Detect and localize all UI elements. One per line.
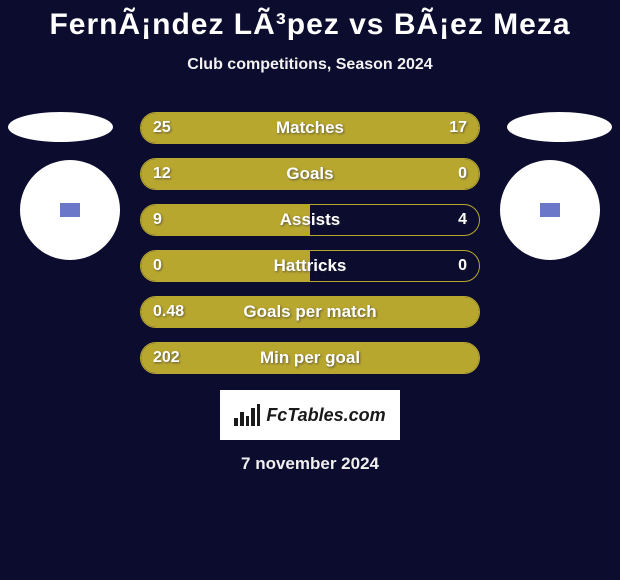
placeholder-crest-icon — [540, 203, 560, 217]
stat-value-right: 4 — [458, 211, 467, 229]
stat-bar-hattricks: 0 Hattricks 0 — [140, 250, 480, 282]
flag-right — [507, 112, 612, 142]
stat-bars: 25 Matches 17 12 Goals 0 9 Assists 4 0 H… — [140, 112, 480, 374]
page-subtitle: Club competitions, Season 2024 — [0, 56, 620, 74]
stat-label: Hattricks — [141, 256, 479, 276]
club-badge-left — [20, 160, 120, 260]
date-text: 7 november 2024 — [0, 454, 620, 474]
stat-value-right: 0 — [458, 165, 467, 183]
stat-bar-goals-per-match: 0.48 Goals per match — [140, 296, 480, 328]
stat-label: Goals — [141, 164, 479, 184]
source-logo-text: FcTables.com — [266, 405, 385, 426]
flag-left — [8, 112, 113, 142]
stat-bar-assists: 9 Assists 4 — [140, 204, 480, 236]
source-logo[interactable]: FcTables.com — [220, 390, 400, 440]
stat-bar-min-per-goal: 202 Min per goal — [140, 342, 480, 374]
stat-label: Min per goal — [141, 348, 479, 368]
stat-label: Assists — [141, 210, 479, 230]
bar-chart-icon — [234, 404, 260, 426]
stat-value-right: 0 — [458, 257, 467, 275]
club-badge-right — [500, 160, 600, 260]
stat-label: Goals per match — [141, 302, 479, 322]
stat-value-right: 17 — [449, 119, 467, 137]
placeholder-crest-icon — [60, 203, 80, 217]
comparison-panel: 25 Matches 17 12 Goals 0 9 Assists 4 0 H… — [0, 112, 620, 474]
page-title: FernÃ¡ndez LÃ³pez vs BÃ¡ez Meza — [0, 0, 620, 42]
stat-bar-goals: 12 Goals 0 — [140, 158, 480, 190]
stat-bar-matches: 25 Matches 17 — [140, 112, 480, 144]
stat-label: Matches — [141, 118, 479, 138]
